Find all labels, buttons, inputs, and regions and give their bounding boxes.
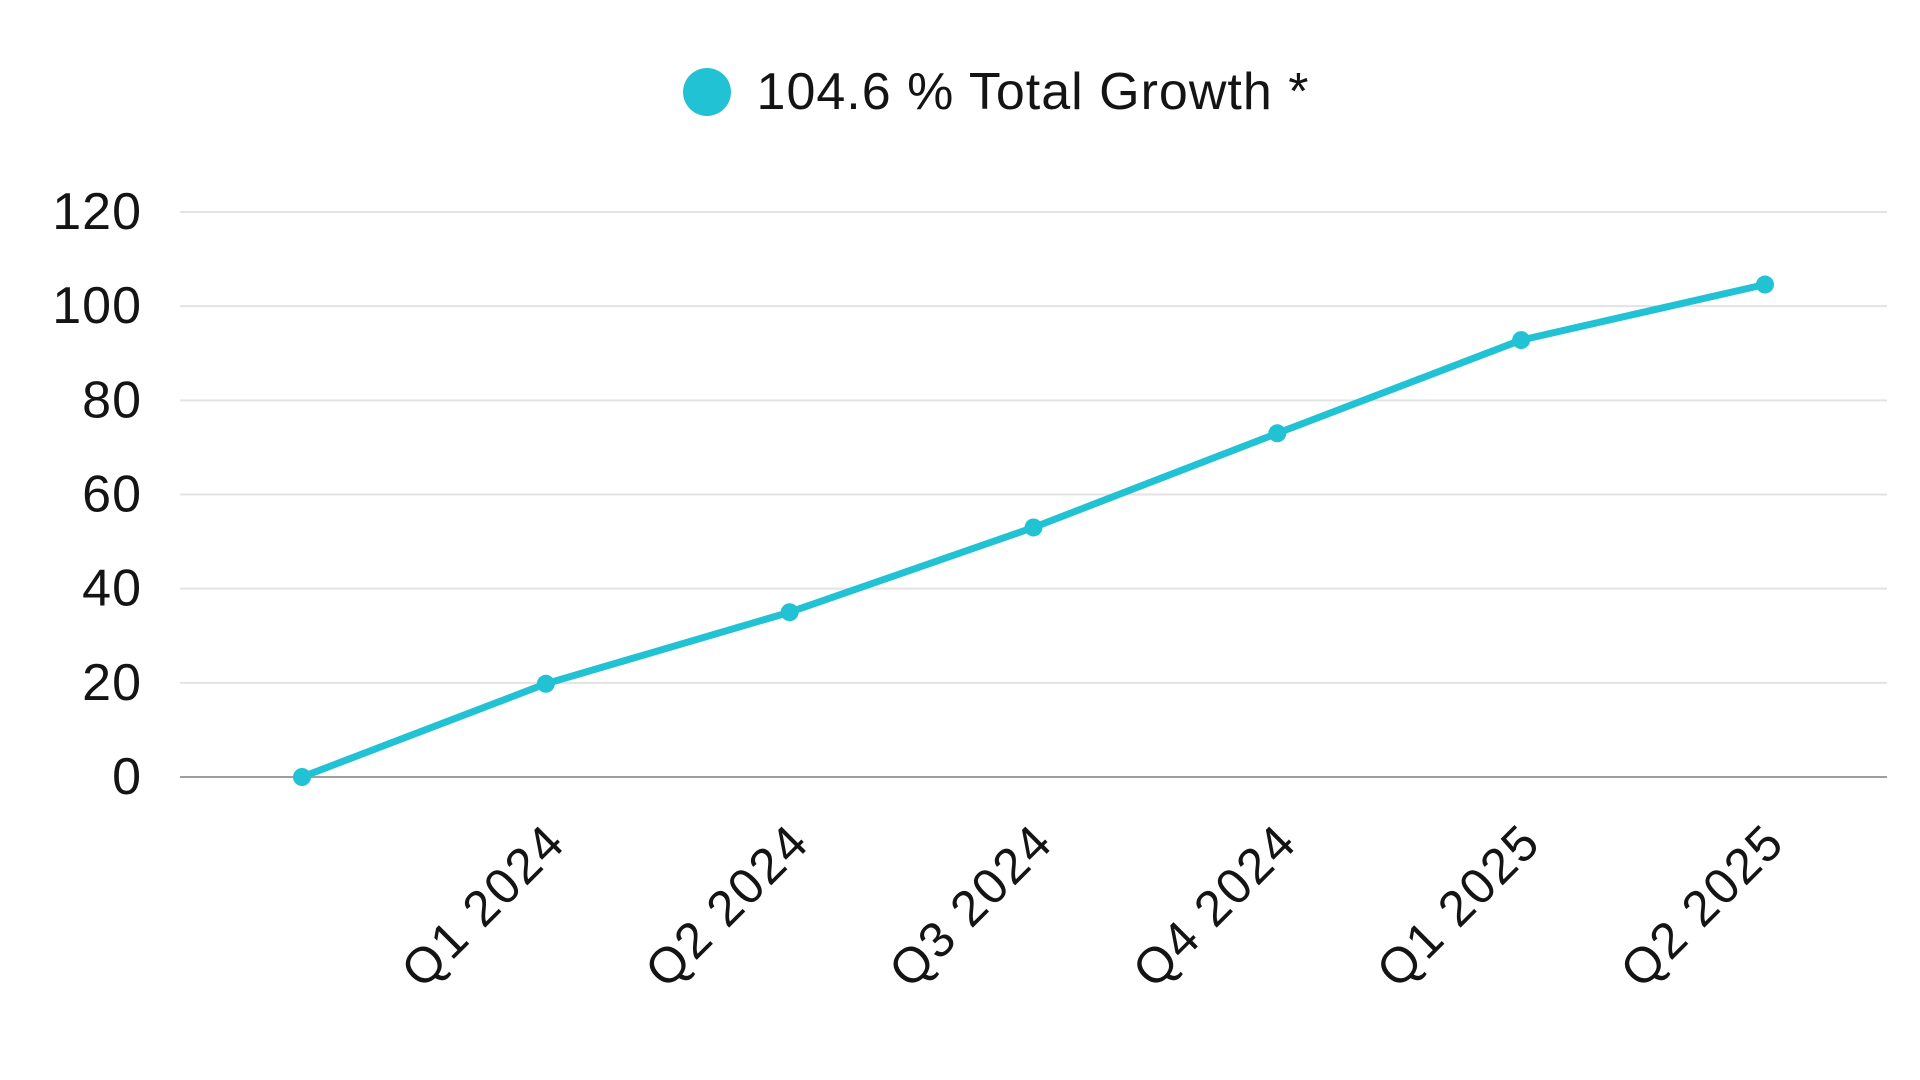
x-axis-tick-label: Q2 2025 (1610, 813, 1795, 998)
x-axis-tick-label: Q3 2024 (878, 813, 1063, 998)
y-axis-tick-label: 60 (82, 466, 142, 524)
x-axis-tick-label: Q1 2025 (1366, 813, 1551, 998)
data-point-marker[interactable] (293, 768, 311, 786)
x-axis-tick-label: Q1 2024 (390, 813, 575, 998)
data-point-marker[interactable] (1512, 331, 1531, 350)
y-axis-tick-label: 100 (52, 277, 142, 335)
data-point-marker[interactable] (536, 674, 555, 693)
legend-label: 104.6 % Total Growth * (756, 63, 1310, 121)
x-axis-tick-label: Q2 2024 (634, 813, 819, 998)
y-axis-tick-label: 0 (112, 748, 142, 806)
data-point-marker[interactable] (1024, 518, 1043, 537)
legend-item[interactable]: 104.6 % Total Growth * (36, 62, 1920, 122)
y-axis-tick-label: 40 (82, 560, 142, 618)
y-axis-tick-label: 120 (52, 183, 142, 241)
y-axis-tick-label: 20 (82, 654, 142, 712)
x-axis-tick-label: Q4 2024 (1122, 813, 1307, 998)
data-point-marker[interactable] (780, 603, 799, 622)
y-axis-tick-label: 80 (82, 371, 142, 429)
data-point-marker[interactable] (1755, 275, 1774, 294)
data-point-marker[interactable] (1268, 424, 1287, 443)
legend-swatch-icon (682, 68, 731, 116)
